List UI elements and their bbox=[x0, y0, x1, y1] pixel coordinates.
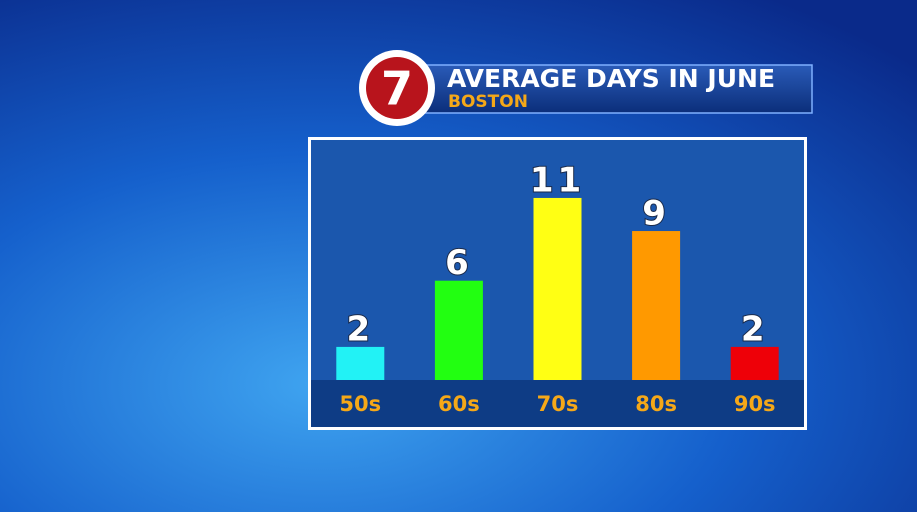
bar bbox=[336, 346, 385, 380]
bar bbox=[632, 231, 681, 380]
x-tick-label: 60s bbox=[438, 392, 480, 416]
title-banner bbox=[415, 64, 813, 114]
bar bbox=[434, 280, 483, 380]
value-label: 2 bbox=[741, 309, 769, 349]
logo-disc bbox=[366, 57, 428, 119]
x-tick-label: 80s bbox=[635, 392, 677, 416]
x-tick-label: 90s bbox=[734, 392, 776, 416]
x-tick-label: 70s bbox=[537, 392, 579, 416]
bar bbox=[533, 197, 582, 380]
chart-title: AVERAGE DAYS IN JUNE bbox=[447, 64, 775, 93]
x-tick-label: 50s bbox=[339, 392, 381, 416]
logo-text: 7 bbox=[381, 62, 413, 116]
value-label: 6 bbox=[445, 243, 473, 283]
chart-subtitle: BOSTON bbox=[448, 92, 528, 112]
value-label: 11 bbox=[530, 160, 585, 200]
label-band bbox=[311, 380, 804, 427]
bar bbox=[730, 346, 779, 380]
value-label: 9 bbox=[642, 194, 670, 234]
value-label: 2 bbox=[346, 309, 374, 349]
plot: 50s 2 60s 6 70s 11 80s 9 90s 2 bbox=[336, 159, 779, 416]
